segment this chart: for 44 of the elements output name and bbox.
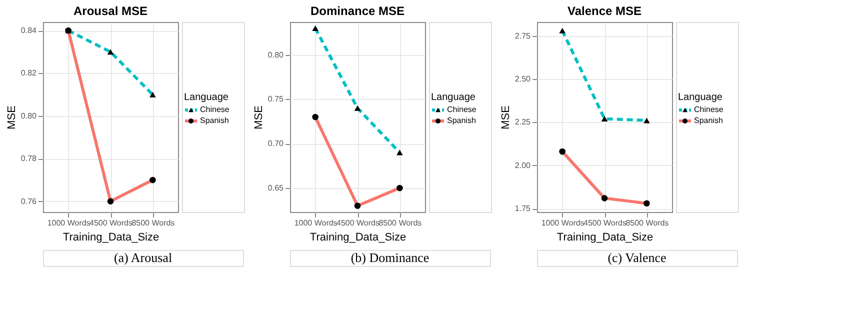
y-tick-label: 2.00 [514,160,532,170]
legend-label: Spanish [200,116,229,125]
x-tick-label: 4500 Words [336,218,380,228]
legend-title: Language [184,92,229,103]
x-tick-label: 1000 Words [47,218,90,228]
y-tick-label: 0.84 [20,26,38,36]
text: (b) Dominance [350,250,430,265]
x-tick-label: 8500 Words [378,218,422,228]
y-tick-label: 0.80 [20,111,38,120]
chart-title: Dominance MSE [310,4,405,18]
x-tick-label: 1000 Words [541,218,584,228]
y-tick-label: 2.50 [514,74,532,84]
legend-title: Language [678,92,723,103]
y-tick-label: 0.75 [268,94,284,104]
x-axis-title: Training_Data_Size [62,232,160,244]
y-tick-label: 2.75 [514,31,532,40]
y-tick-label: 0.70 [268,139,284,148]
y-tick-label: 0.76 [20,196,38,206]
y-axis-title: MSE [252,106,265,130]
legend-label: Spanish [447,116,476,125]
legend-label: Chinese [694,105,724,114]
x-axis-title: Training_Data_Size [556,232,654,244]
chart-title: Valence MSE [567,4,642,18]
legend-label: Chinese [200,105,230,114]
x-tick-label: 8500 Words [132,218,175,228]
y-tick-label: 1.75 [514,204,532,214]
legend-label: Spanish [694,116,723,125]
text: (a) Arousal [114,250,172,265]
chart-title: Arousal MSE [73,4,148,18]
y-axis-title: MSE [6,106,18,130]
x-tick-label: 4500 Words [90,218,132,228]
y-tick-label: 0.80 [268,50,284,60]
x-tick-label: 1000 Words [294,218,338,228]
x-tick-label: 4500 Words [584,218,626,228]
text: (c) Valence [608,250,667,265]
legend-label: Chinese [447,105,477,114]
y-axis-title: MSE [500,106,512,130]
y-tick-label: 0.65 [268,184,284,193]
x-tick-label: 8500 Words [626,218,669,228]
y-tick-label: 2.25 [514,118,532,127]
y-tick-label: 0.82 [20,68,38,78]
legend-title: Language [431,92,476,103]
x-axis-title: Training_Data_Size [310,232,406,244]
y-tick-label: 0.78 [20,154,38,164]
